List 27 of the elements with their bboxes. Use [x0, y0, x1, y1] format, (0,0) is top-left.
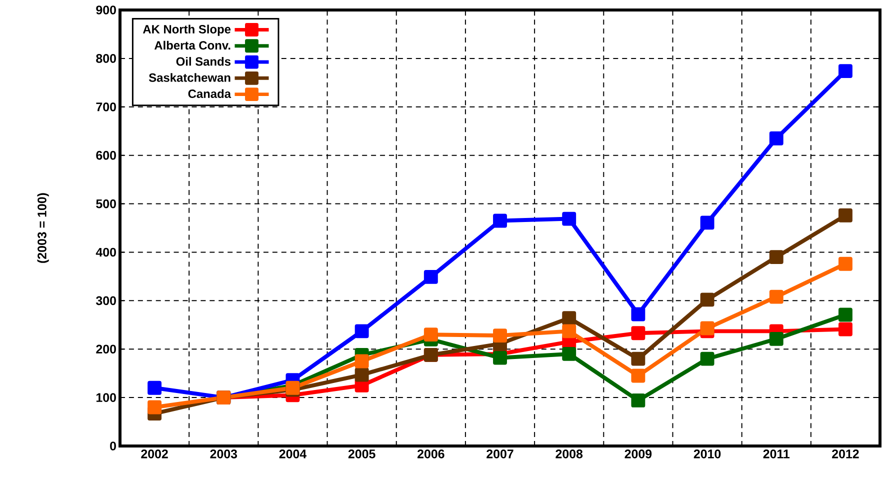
- legend-label: AK North Slope: [142, 24, 231, 36]
- y-tick-label: 0: [110, 442, 116, 450]
- legend-label: Saskatchewan: [148, 73, 230, 82]
- x-tick-label: 2005: [348, 450, 376, 458]
- x-tick-label: 2002: [141, 450, 168, 458]
- y-tick-label: 300: [96, 296, 116, 306]
- y-tick-label: 500: [96, 199, 116, 208]
- x-tick-label: 2011: [763, 450, 790, 458]
- x-tick-label: 2007: [486, 450, 514, 458]
- x-tick-label: 2010: [694, 450, 721, 458]
- y-tick-label: 800: [96, 54, 116, 63]
- x-tick-label: 2009: [624, 450, 652, 458]
- x-tick-label: 2004: [279, 450, 307, 458]
- y-tick-label: 100: [96, 393, 116, 402]
- x-tick-label: 2003: [210, 450, 238, 458]
- x-tick-label: 2008: [556, 450, 583, 458]
- y-tick-label: 600: [96, 150, 116, 160]
- y-tick-label: 900: [96, 6, 116, 14]
- y-tick-label: 200: [96, 344, 116, 354]
- y-tick-label: 700: [96, 102, 116, 112]
- y-axis-title: (2003 = 100): [37, 193, 49, 263]
- x-tick-label: 2006: [418, 450, 444, 458]
- legend-label: Oil Sands: [176, 56, 231, 66]
- legend-label: Alberta Conv.: [154, 40, 230, 50]
- legend-label: Canada: [188, 89, 232, 98]
- y-tick-label: 400: [96, 248, 116, 257]
- x-tick-label: 2012: [832, 450, 859, 458]
